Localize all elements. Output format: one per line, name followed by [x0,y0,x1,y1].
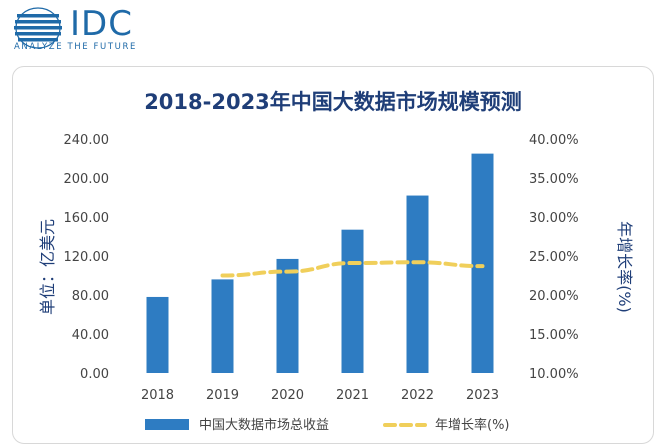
growth-rate-line [220,260,485,278]
bar [211,279,234,373]
y2-tick-label: 35.00% [529,172,579,187]
x-tick-label: 2020 [271,388,304,403]
globe-icon [14,7,62,49]
y-tick-label: 80.00 [72,289,109,304]
legend-bar-label: 中国大数据市场总收益 [199,417,329,433]
x-tick-label: 2022 [401,388,434,403]
y2-axis-label: 年增长率(%) [615,221,634,313]
legend-bar-swatch [145,419,189,430]
y2-tick-label: 15.00% [529,328,579,343]
bar [406,195,429,373]
y-tick-label: 200.00 [64,172,110,187]
y2-tick-label: 10.00% [529,367,579,382]
bar [146,296,169,373]
brand-tagline: ANALYZE THE FUTURE [14,42,137,52]
x-tick-label: 2021 [336,388,369,403]
x-tick-label: 2018 [141,388,174,403]
y-tick-label: 120.00 [64,250,110,265]
chart: 2018-2023年中国大数据市场规模预测 单位：亿美元 年增长率(%) 0.0… [38,90,634,433]
y2-tick-label: 25.00% [529,250,579,265]
y2-tick-label: 30.00% [529,211,579,226]
chart-panel: 2018-2023年中国大数据市场规模预测 单位：亿美元 年增长率(%) 0.0… [12,66,654,444]
idc-logo [12,6,172,60]
y2-tick-label: 40.00% [529,133,579,148]
bar [471,153,494,373]
y-tick-label: 0.00 [80,367,109,382]
x-tick-label: 2019 [206,388,239,403]
y2-tick-label: 20.00% [529,289,579,304]
chart-title: 2018-2023年中国大数据市场规模预测 [144,90,522,114]
x-tick-label: 2023 [466,388,499,403]
y-axis-label: 单位：亿美元 [38,219,57,315]
y-tick-label: 240.00 [64,133,110,148]
y-tick-label: 40.00 [72,328,109,343]
bar [276,258,299,373]
y-tick-label: 160.00 [64,211,110,226]
legend-line-label: 年增长率(%) [435,417,510,433]
brand-name: IDC [70,4,133,44]
bar [341,229,364,373]
